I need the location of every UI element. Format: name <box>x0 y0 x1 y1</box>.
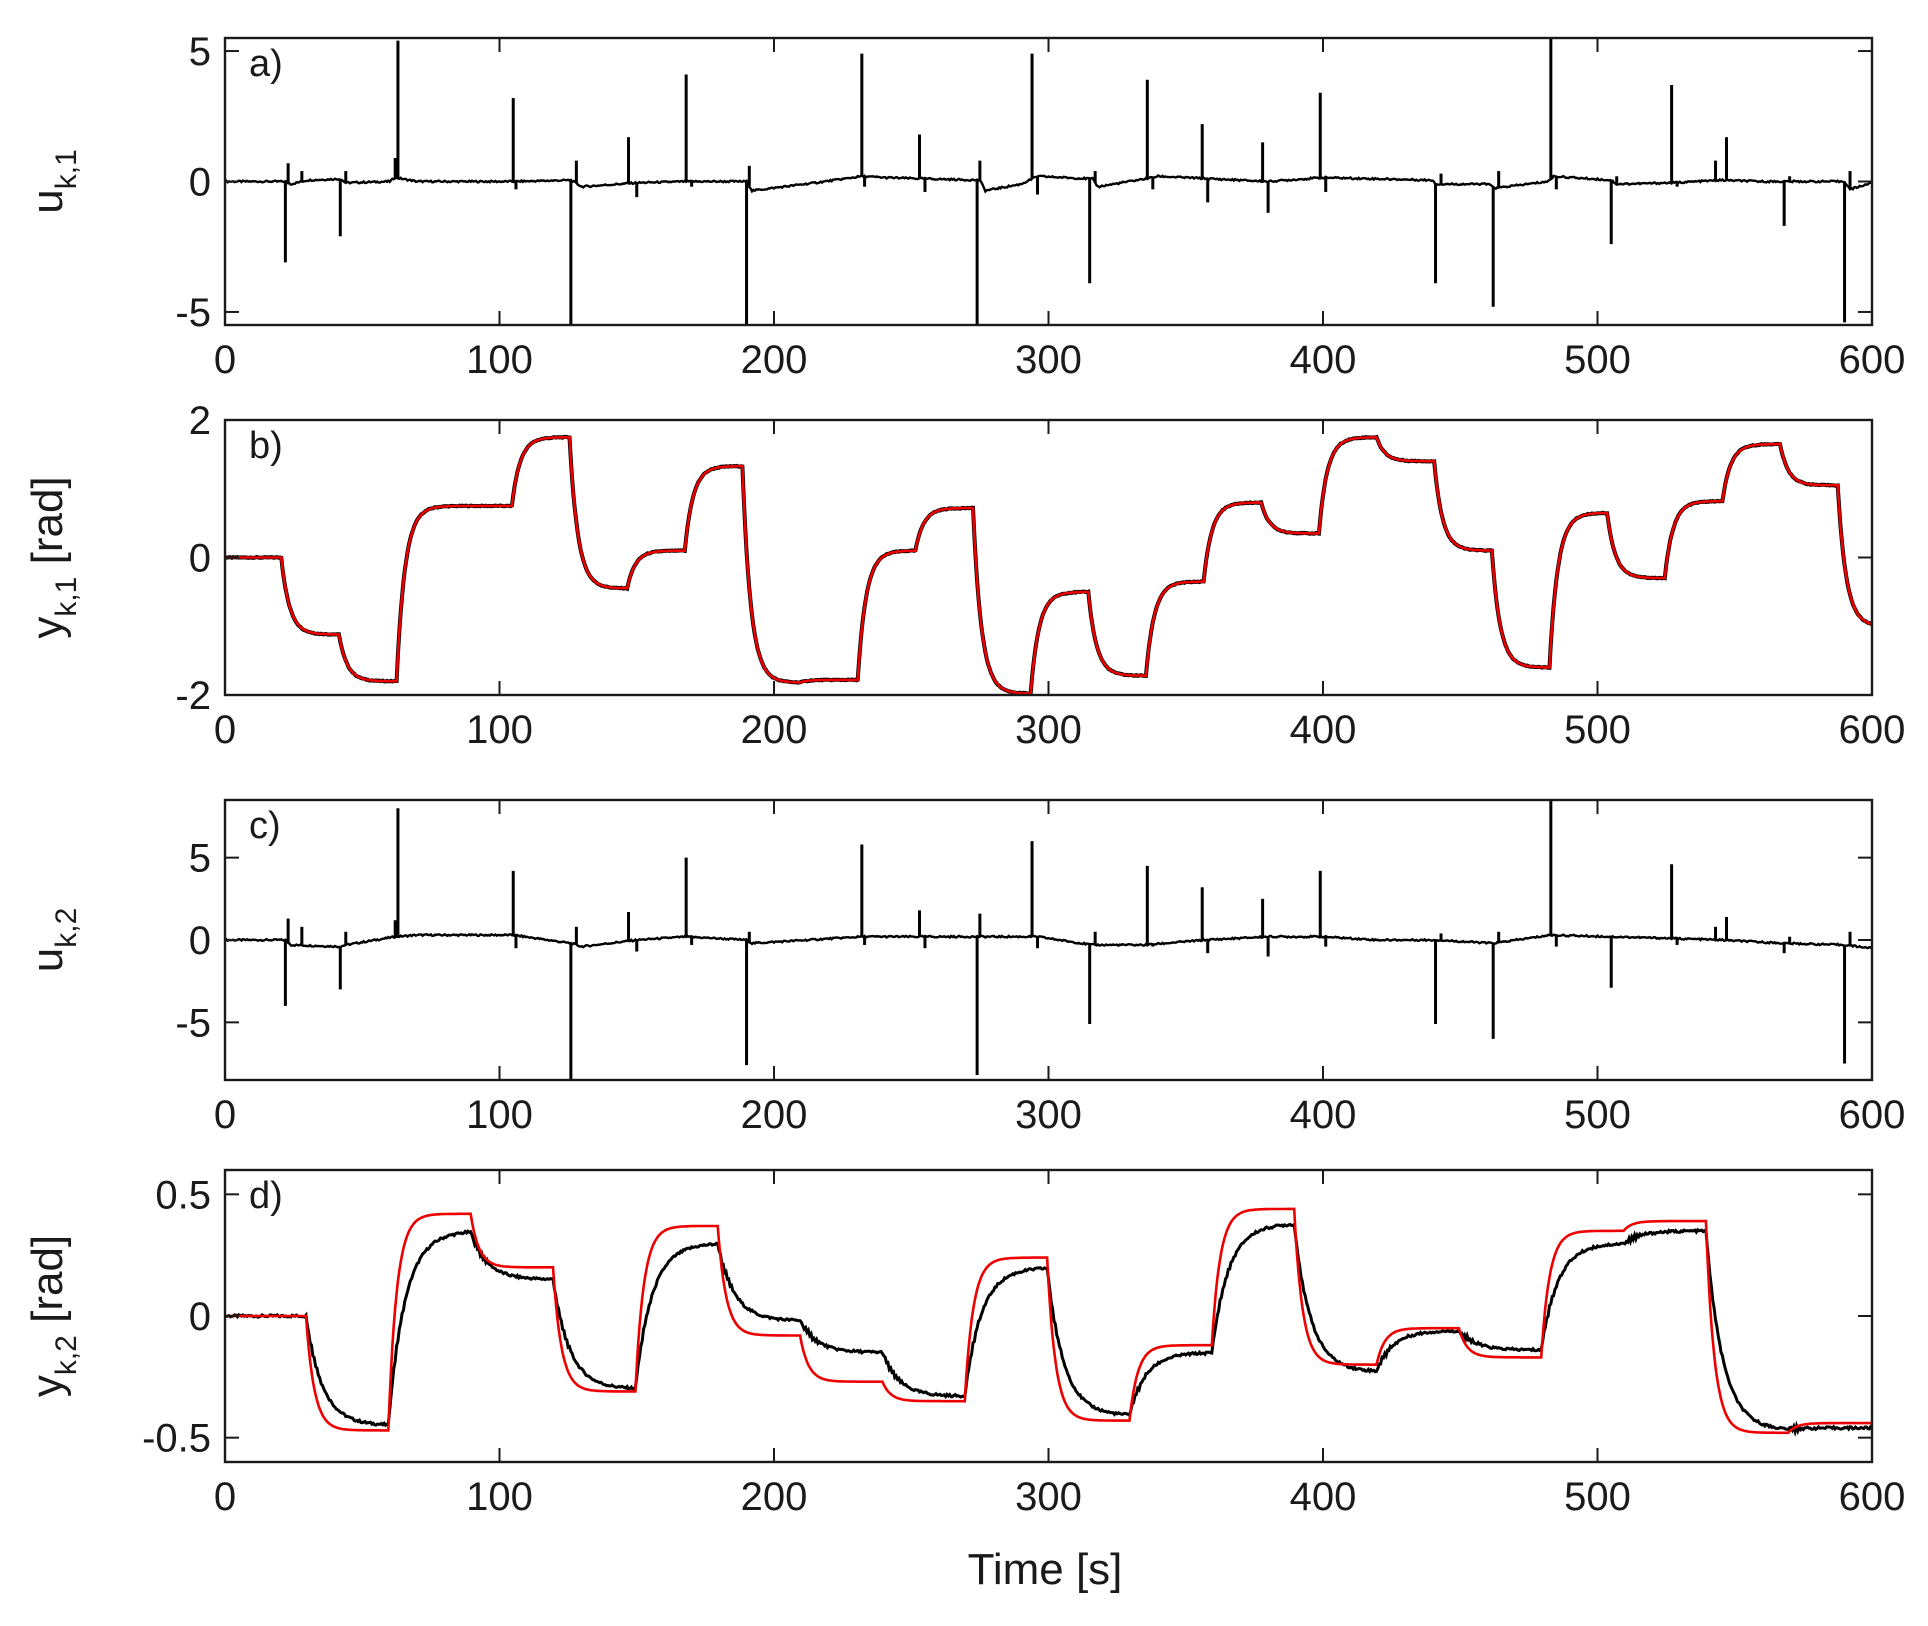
x-tick-label: 100 <box>466 338 533 382</box>
x-tick-label: 400 <box>1290 1475 1357 1519</box>
plot-area <box>225 1207 1872 1438</box>
axes-box <box>223 418 1874 697</box>
axes-box <box>223 1168 1874 1464</box>
x-tick-label: 100 <box>466 1475 533 1519</box>
y-tick-label: 5 <box>189 30 211 74</box>
x-tick-label: 600 <box>1839 1475 1906 1519</box>
control-signal-line <box>225 932 1872 950</box>
y-tick-label: -2 <box>175 674 211 718</box>
x-tick-label: 0 <box>214 1093 236 1137</box>
panel-3: 0 100 200 300 400 500 600 -5 0 5 c) uk,2 <box>23 798 1906 1137</box>
x-tick-label: 600 <box>1839 1093 1906 1137</box>
y-axis-label: yk,1 [rad] <box>23 476 83 638</box>
x-tick-label: 300 <box>1015 708 1082 752</box>
reference-output-line <box>225 1207 1872 1435</box>
x-tick-label: 400 <box>1290 338 1357 382</box>
x-tick-label: 200 <box>741 708 808 752</box>
x-tick-label: 500 <box>1564 338 1631 382</box>
x-tick-label: 300 <box>1015 1093 1082 1137</box>
x-tick-label: 100 <box>466 1093 533 1137</box>
x-axis-label: Time [s] <box>968 1545 1123 1594</box>
panel-label: b) <box>249 425 283 467</box>
measured-output-line <box>225 1221 1872 1438</box>
control-signal-line <box>225 174 1872 194</box>
y-axis-label-subscript: k,1 <box>50 149 83 189</box>
y-tick-label: 0 <box>189 537 211 581</box>
x-tick-label: 400 <box>1290 708 1357 752</box>
y-tick-label: -5 <box>175 291 211 335</box>
panel-4: 0 100 200 300 400 500 600-0.500.5 d)yk,2 [rad] <box>23 1168 1906 1519</box>
y-tick-label: 5 <box>189 837 211 881</box>
measured-output-line <box>225 434 1872 695</box>
axes-box <box>223 798 1874 1082</box>
reference-output-line <box>225 436 1872 695</box>
x-tick-label: 200 <box>741 338 808 382</box>
y-axis-label: uk,2 <box>23 908 83 973</box>
panel-label: a) <box>249 43 283 85</box>
y-axis-label-main: y <box>23 1375 72 1397</box>
y-tick-label: 0.5 <box>155 1173 211 1217</box>
x-tick-label: 0 <box>214 708 236 752</box>
x-tick-label: 0 <box>214 1475 236 1519</box>
x-tick-label: 200 <box>741 1475 808 1519</box>
y-tick-label: -5 <box>175 1001 211 1045</box>
x-tick-label: 300 <box>1015 338 1082 382</box>
y-axis-label-main: u <box>23 189 72 213</box>
panel-label: c) <box>249 805 281 847</box>
y-axis-label: yk,2 [rad] <box>23 1235 83 1397</box>
x-tick-label: 500 <box>1564 1093 1631 1137</box>
x-tick-label: 0 <box>214 338 236 382</box>
y-axis-label-main: u <box>23 948 72 972</box>
x-tick-label: 400 <box>1290 1093 1357 1137</box>
panel-1: 0 100 200 300 400 500 600-505 a)uk,1 <box>23 30 1905 382</box>
x-tick-label: 500 <box>1564 1475 1631 1519</box>
y-tick-label: 0 <box>189 1295 211 1339</box>
y-tick-label: -0.5 <box>142 1417 211 1461</box>
y-axis-label-unit: [rad] <box>23 1235 72 1335</box>
y-axis-label: uk,1 <box>23 149 83 214</box>
x-tick-label: 300 <box>1015 1475 1082 1519</box>
plot-area <box>225 800 1872 1080</box>
y-tick-label: 0 <box>189 161 211 205</box>
x-tick-label: 600 <box>1839 708 1906 752</box>
x-tick-label: 100 <box>466 708 533 752</box>
y-axis-label-main: y <box>23 617 72 639</box>
panel-label: d) <box>249 1175 283 1217</box>
plot-area <box>225 434 1872 695</box>
x-tick-label: 200 <box>741 1093 808 1137</box>
x-tick-label: 500 <box>1564 708 1631 752</box>
y-axis-label-subscript: k,2 <box>50 1335 83 1375</box>
y-tick-label: 2 <box>189 399 211 443</box>
y-axis-label-subscript: k,1 <box>50 577 83 617</box>
x-tick-label: 600 <box>1839 338 1906 382</box>
plot-area <box>225 38 1872 325</box>
y-axis-label-subscript: k,2 <box>50 908 83 948</box>
y-axis-label-unit: [rad] <box>23 476 72 576</box>
y-tick-label: 0 <box>189 919 211 963</box>
